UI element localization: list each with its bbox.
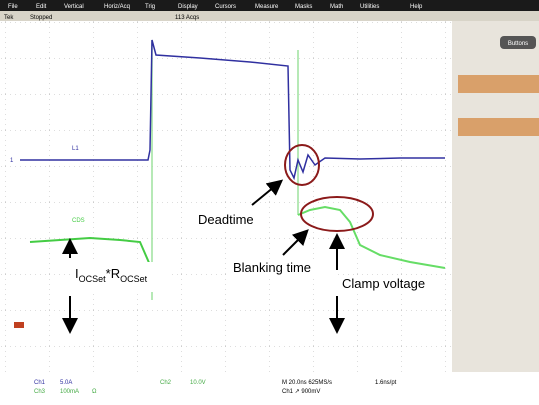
menu-item[interactable]: Masks	[295, 4, 312, 10]
readout: 10.0V	[190, 380, 206, 386]
status-bar	[0, 11, 539, 21]
menu-item[interactable]: File	[8, 4, 18, 10]
graticule	[0, 21, 452, 372]
panel-block	[458, 75, 539, 93]
panel-block	[458, 118, 539, 136]
menu-item[interactable]: Measure	[255, 4, 279, 10]
ch1-name: L1	[72, 146, 79, 152]
ch2-name: CDS	[72, 218, 85, 224]
text: OCSet	[79, 274, 107, 284]
menu-item[interactable]: Math	[330, 4, 343, 10]
annotation: Deadtime	[198, 212, 254, 227]
annotation: Clamp voltage	[342, 276, 425, 291]
readout: Ch1 ↗ 900mV	[282, 389, 320, 395]
page: File Edit Vertical Horiz/Acq Trig Display Curs…	[0, 0, 539, 400]
button-label[interactable]: Buttons	[508, 41, 528, 47]
readout: 1.6ns/pt	[375, 380, 397, 386]
menu-item[interactable]: Vertical	[64, 4, 84, 10]
annotation: Blanking time	[233, 260, 311, 275]
state: Stopped	[30, 15, 52, 21]
readout: Ω	[92, 389, 97, 395]
menu-item[interactable]: Horiz/Acq	[104, 4, 130, 10]
menu-item[interactable]: Trig	[145, 4, 155, 10]
readout: M 20.0ns 625MS/s	[282, 380, 332, 386]
menu-item[interactable]: Edit	[36, 4, 47, 10]
side-panel	[452, 21, 539, 372]
menu-item[interactable]: Cursors	[215, 4, 236, 10]
ref-marker	[14, 322, 24, 328]
readout: Ch2	[160, 380, 172, 386]
acqs: 113 Acqs	[175, 15, 199, 21]
readout: Ch1	[34, 380, 46, 386]
readout: 100mA	[60, 389, 79, 395]
brand: Tek	[4, 15, 14, 21]
scope-screenshot: File Edit Vertical Horiz/Acq Trig Display Curs…	[0, 0, 539, 400]
menu: File Edit Vertical Horiz/Acq Trig Display Curs…	[8, 4, 423, 10]
text: OCSet	[120, 274, 148, 284]
menu-item[interactable]: Help	[410, 4, 423, 10]
menu-item[interactable]: Display	[178, 4, 198, 10]
text: *R	[106, 266, 120, 281]
menu-item[interactable]: Utilities	[360, 4, 379, 10]
readout: 5.0A	[60, 380, 72, 386]
readout: Ch3	[34, 389, 46, 395]
